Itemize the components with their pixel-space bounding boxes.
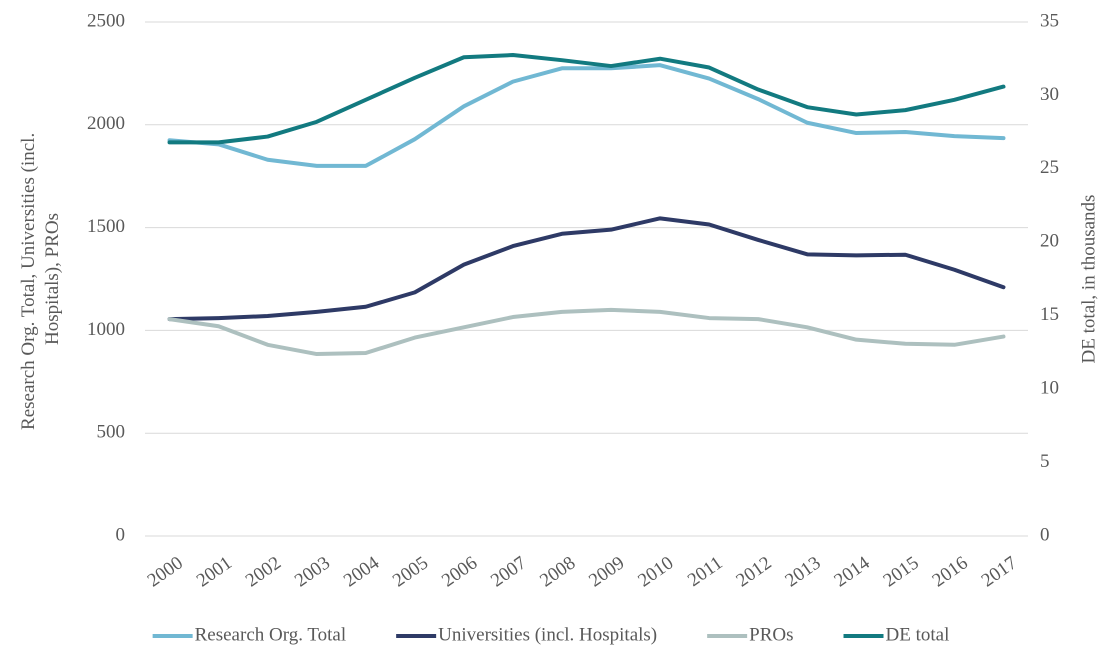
x-tick-label: 2008: [536, 552, 579, 591]
series-line: [167, 307, 1006, 357]
y2-axis-title: DE total, in thousands: [1078, 195, 1099, 364]
y-axis-title-line: Hospitals), PROs: [42, 213, 63, 345]
series-line: [167, 53, 1006, 145]
y-tick-label: 1500: [87, 216, 125, 237]
x-tick-label: 2016: [929, 552, 972, 591]
y2-tick-label: 5: [1040, 451, 1050, 472]
y-axis-title-line: Research Org. Total, Universities (incl.: [18, 133, 39, 430]
y2-tick-label: 0: [1040, 524, 1050, 545]
x-tick-label: 2003: [291, 552, 334, 591]
y-tick-label: 2000: [87, 113, 125, 134]
x-tick-label: 2009: [585, 552, 628, 591]
x-tick-label: 2005: [389, 552, 432, 591]
x-tick-label: 2004: [340, 552, 384, 591]
y-axis-title: Research Org. Total, Universities (incl.…: [18, 128, 63, 430]
y-tick-label: 500: [97, 422, 126, 443]
x-tick-label: 2010: [634, 552, 677, 591]
legend-label: Research Org. Total: [195, 624, 347, 645]
series-line: [167, 216, 1006, 322]
x-tick-label: 2001: [193, 552, 236, 591]
y-tick-label: 2500: [87, 10, 125, 31]
x-tick-label: 2011: [684, 552, 727, 591]
x-tick-label: 2012: [732, 552, 775, 591]
y2-tick-label: 10: [1040, 378, 1059, 399]
legend-label: PROs: [749, 624, 793, 645]
series-line: [167, 63, 1006, 168]
y2-tick-label: 25: [1040, 157, 1059, 178]
y2-tick-label: 35: [1040, 10, 1059, 31]
x-tick-label: 2002: [242, 552, 285, 591]
legend-label: DE total: [886, 624, 950, 645]
y2-tick-label: 20: [1040, 231, 1059, 252]
x-tick-label: 2007: [487, 552, 530, 591]
x-tick-label: 2015: [880, 552, 923, 591]
y-tick-label: 1000: [87, 319, 125, 340]
x-tick-label: 2013: [781, 552, 824, 591]
legend-label: Universities (incl. Hospitals): [438, 624, 657, 645]
y-tick-label: 0: [116, 524, 126, 545]
x-tick-label: 2006: [438, 552, 481, 591]
x-tick-label: 2017: [978, 552, 1021, 591]
y2-tick-label: 30: [1040, 84, 1059, 105]
y2-tick-label: 15: [1040, 304, 1059, 325]
x-tick-label: 2000: [144, 552, 187, 591]
x-tick-label: 2014: [831, 552, 875, 591]
